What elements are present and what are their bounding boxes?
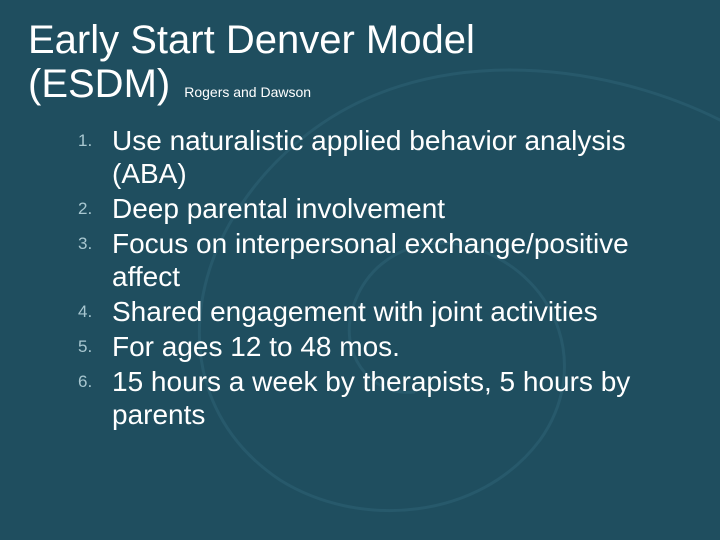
numbered-list: Use naturalistic applied behavior analys… xyxy=(28,124,692,431)
slide: Early Start Denver Model (ESDM) Rogers a… xyxy=(0,0,720,540)
list-item: Shared engagement with joint activities xyxy=(112,295,692,328)
list-item: Use naturalistic applied behavior analys… xyxy=(112,124,692,190)
title-line-1: Early Start Denver Model xyxy=(28,18,692,62)
list-item-text: For ages 12 to 48 mos. xyxy=(112,331,400,362)
subtitle: Rogers and Dawson xyxy=(184,84,311,100)
title-line-2: (ESDM) xyxy=(28,62,170,106)
list-item-text: 15 hours a week by therapists, 5 hours b… xyxy=(112,366,630,430)
content-area: Early Start Denver Model (ESDM) Rogers a… xyxy=(28,18,692,431)
list-item-text: Deep parental involvement xyxy=(112,193,445,224)
list-item: For ages 12 to 48 mos. xyxy=(112,330,692,363)
list-item-text: Focus on interpersonal exchange/positive… xyxy=(112,228,629,292)
list-item: 15 hours a week by therapists, 5 hours b… xyxy=(112,365,692,431)
list-item-text: Use naturalistic applied behavior analys… xyxy=(112,125,626,189)
list-item: Deep parental involvement xyxy=(112,192,692,225)
title-line-2-wrap: (ESDM) Rogers and Dawson xyxy=(28,62,692,106)
title-block: Early Start Denver Model (ESDM) Rogers a… xyxy=(28,18,692,106)
list-item: Focus on interpersonal exchange/positive… xyxy=(112,227,692,293)
list-item-text: Shared engagement with joint activities xyxy=(112,296,598,327)
